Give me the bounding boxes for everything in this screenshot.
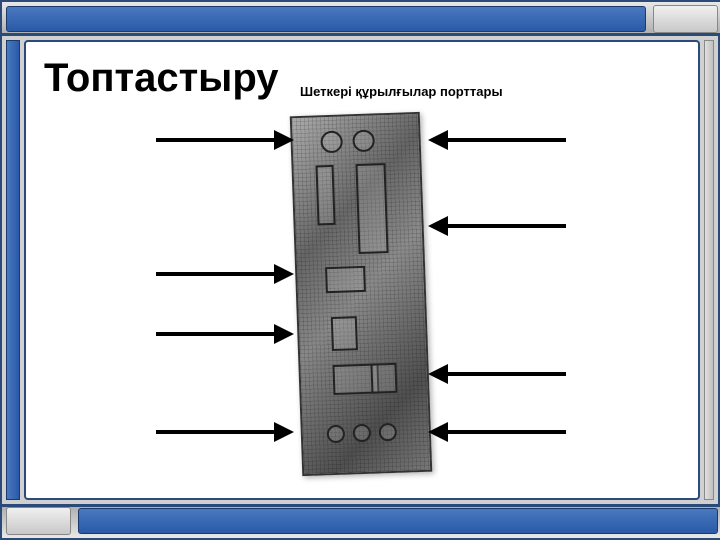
port-ps2-right <box>352 129 375 152</box>
port-usb-block-1 <box>331 316 358 351</box>
arrow-right-5 <box>446 224 566 228</box>
port-serial <box>315 165 335 226</box>
port-parallel <box>355 163 388 254</box>
arrow-left-1 <box>156 272 276 276</box>
right-bevel-strip <box>704 40 714 500</box>
port-ps2-left <box>320 131 343 154</box>
bottom-accent-bar <box>78 508 718 534</box>
arrow-right-7 <box>446 430 566 434</box>
slide-frame: Топтастыру Шеткері құрылғылар порттары <box>0 0 720 540</box>
port-audio-3 <box>379 423 398 442</box>
bottom-left-tab <box>6 507 71 535</box>
arrow-right-4 <box>446 138 566 142</box>
port-audio-1 <box>327 425 346 444</box>
title-main: Топтастыру <box>44 56 279 101</box>
arrow-left-0 <box>156 138 276 142</box>
title-sub: Шеткері құрылғылар порттары <box>300 84 503 99</box>
bottom-bevel <box>2 504 720 538</box>
io-panel-image <box>290 112 432 476</box>
port-vga <box>325 266 366 293</box>
top-accent-bar <box>6 6 646 32</box>
top-right-tab <box>653 5 718 33</box>
port-audio-2 <box>353 424 372 443</box>
arrow-right-6 <box>446 372 566 376</box>
content-area: Топтастыру Шеткері құрылғылар порттары <box>24 40 700 500</box>
arrow-left-2 <box>156 332 276 336</box>
arrow-left-3 <box>156 430 276 434</box>
port-lan <box>370 363 397 394</box>
top-bevel <box>2 2 720 36</box>
left-accent-strip <box>6 40 20 500</box>
